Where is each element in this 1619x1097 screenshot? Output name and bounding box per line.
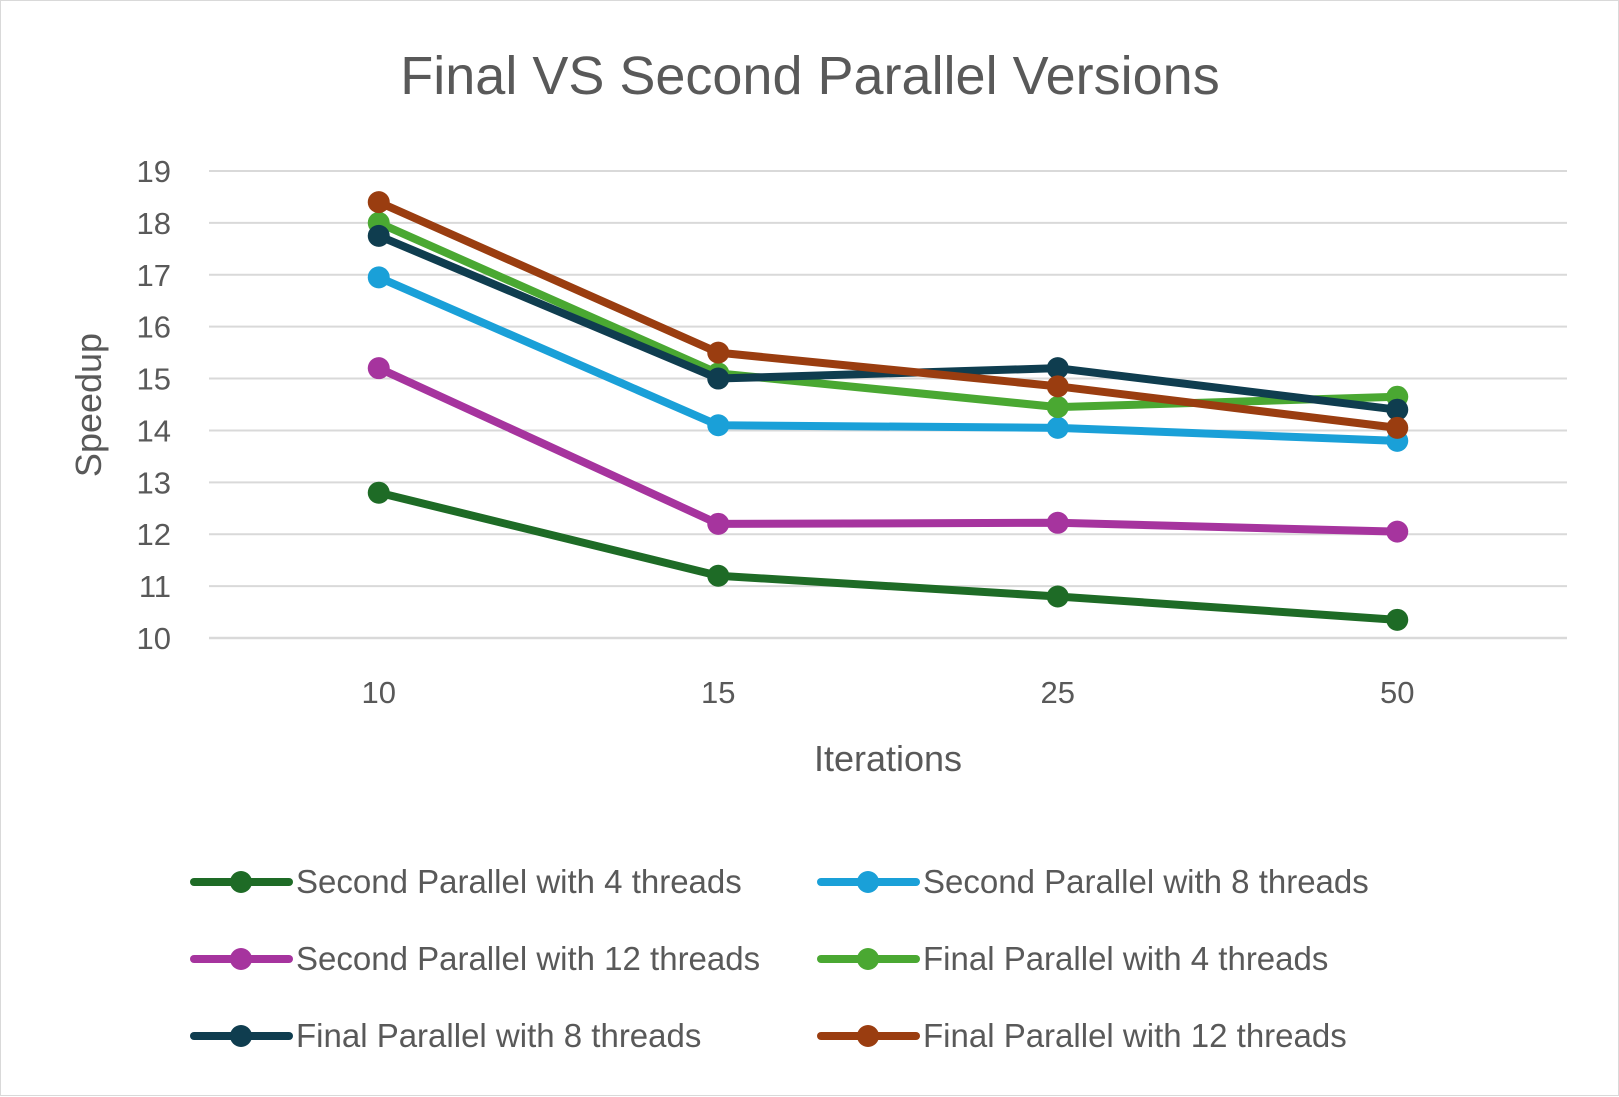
series-4	[367, 211, 1409, 419]
data-point	[367, 481, 390, 504]
legend-label: Final Parallel with 8 threads	[296, 1017, 701, 1054]
data-point	[367, 224, 390, 247]
x-tick-label: 15	[701, 675, 735, 710]
y-tick-label: 15	[137, 362, 171, 397]
series-line	[374, 218, 1402, 412]
data-point	[1046, 416, 1069, 439]
data-point	[1046, 511, 1069, 534]
data-point	[1046, 396, 1069, 419]
legend-label: Second Parallel with 8 threads	[923, 863, 1369, 900]
legend-swatch-marker	[857, 871, 879, 893]
legend-item: Final Parallel with 12 threads	[817, 1017, 1347, 1054]
series-line	[374, 273, 1402, 445]
legend-swatch-marker	[230, 948, 252, 970]
legend-swatch-marker	[230, 871, 252, 893]
legend-swatch-marker	[857, 1025, 879, 1047]
series-line	[374, 231, 1402, 414]
x-tick-label: 10	[362, 675, 396, 710]
y-tick-label: 16	[137, 310, 171, 345]
legend-label: Second Parallel with 4 threads	[296, 863, 742, 900]
data-point	[707, 564, 730, 587]
data-point	[1386, 398, 1409, 421]
legend-label: Final Parallel with 12 threads	[923, 1017, 1347, 1054]
data-point	[367, 266, 390, 289]
x-tick-label: 25	[1041, 675, 1075, 710]
chart-title: Final VS Second Parallel Versions	[400, 46, 1219, 106]
series-3	[367, 357, 1409, 543]
series-layer	[367, 191, 1409, 631]
series-line	[374, 364, 1402, 536]
y-tick-label: 12	[137, 517, 171, 552]
y-tick-label: 19	[137, 154, 171, 189]
x-axis-ticks: 10 15 25 50	[362, 675, 1415, 710]
x-tick-label: 50	[1380, 675, 1414, 710]
data-point	[1386, 520, 1409, 543]
data-point	[1046, 585, 1069, 608]
data-point	[707, 414, 730, 437]
data-point	[1046, 357, 1069, 380]
series-line	[374, 198, 1402, 432]
legend-item: Final Parallel with 4 threads	[817, 940, 1328, 977]
legend-item: Second Parallel with 4 threads	[190, 863, 742, 900]
series-6	[367, 191, 1409, 439]
y-tick-label: 18	[137, 206, 171, 241]
data-point	[1046, 375, 1069, 398]
y-tick-label: 17	[137, 258, 171, 293]
y-tick-label: 11	[139, 569, 171, 604]
data-point	[707, 512, 730, 535]
legend-label: Final Parallel with 4 threads	[923, 940, 1328, 977]
y-tick-label: 14	[137, 413, 171, 448]
data-point	[367, 191, 390, 214]
legend-item: Second Parallel with 12 threads	[190, 940, 760, 977]
legend-swatch-marker	[857, 948, 879, 970]
x-axis-title: Iterations	[814, 738, 962, 779]
legend: Second Parallel with 4 threads Second Par…	[190, 863, 1369, 1054]
legend-swatch-marker	[230, 1025, 252, 1047]
data-point	[1386, 416, 1409, 439]
y-tick-label: 13	[137, 465, 171, 500]
series-2	[367, 266, 1409, 452]
data-point	[1386, 608, 1409, 631]
legend-item: Final Parallel with 8 threads	[190, 1017, 701, 1054]
data-point	[707, 367, 730, 390]
legend-label: Second Parallel with 12 threads	[296, 940, 760, 977]
data-point	[367, 357, 390, 380]
data-point	[707, 341, 730, 364]
series-line	[374, 488, 1402, 624]
y-axis-ticks: 10 11 12 13 14 15 16 17 18 19	[137, 154, 171, 656]
y-axis-title: Speedup	[68, 333, 109, 477]
y-tick-label: 10	[137, 621, 171, 656]
series-1	[367, 481, 1409, 631]
legend-item: Second Parallel with 8 threads	[817, 863, 1369, 900]
